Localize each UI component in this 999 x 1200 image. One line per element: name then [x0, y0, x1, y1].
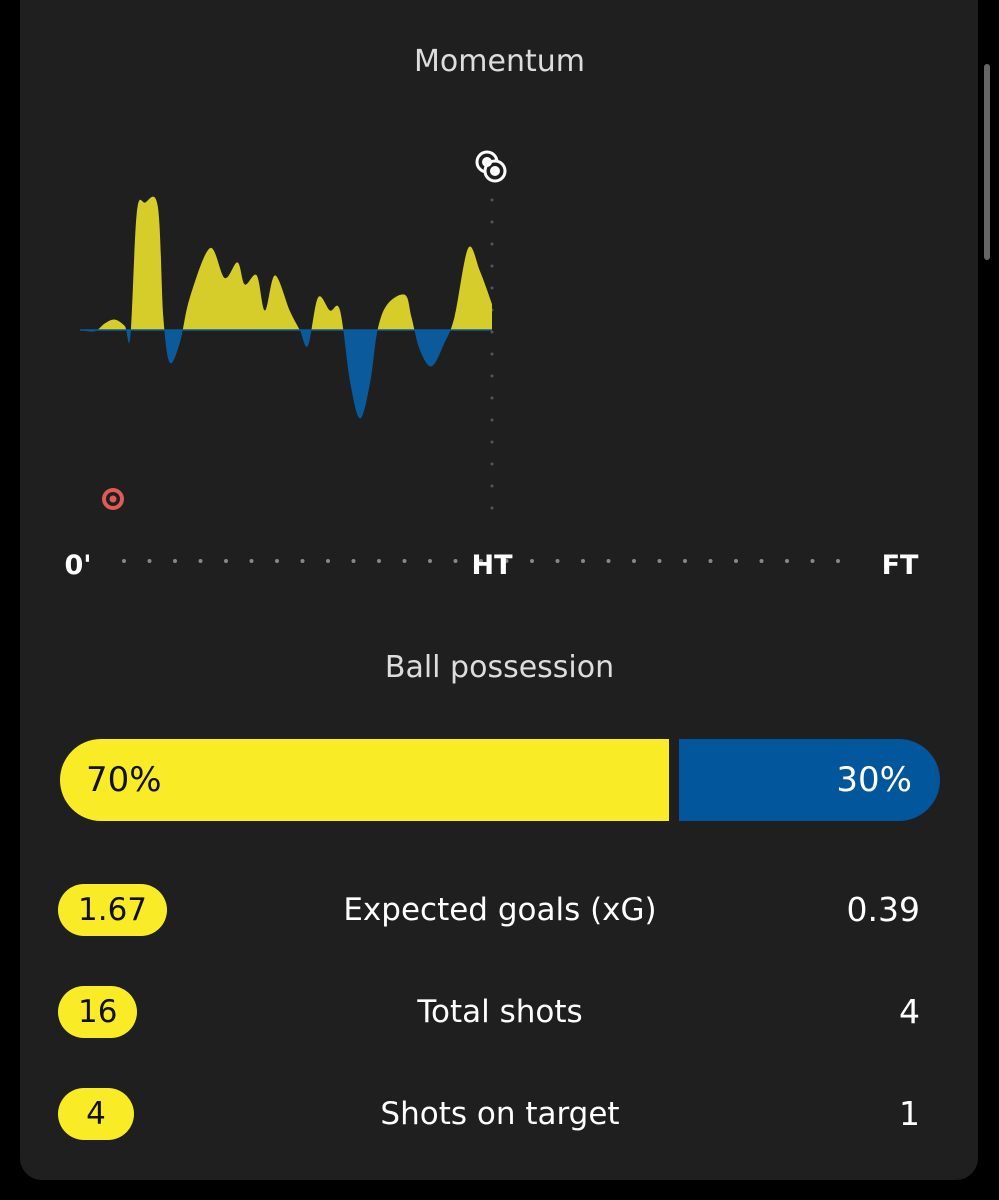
- goal-icon: [102, 488, 124, 510]
- possession-label: 30%: [836, 760, 912, 800]
- stat-home: 1.67: [58, 884, 168, 936]
- possession-title: Ball possession: [384, 650, 615, 685]
- stat-away: 1: [899, 1094, 920, 1133]
- timeline-label: 0': [64, 550, 91, 581]
- stat-label: Shots on target: [380, 1096, 620, 1132]
- timeline-label: HT: [471, 550, 513, 581]
- possession-bar: 70%: [60, 739, 669, 821]
- stat-home: 4: [58, 1088, 134, 1140]
- possession-bar: 30%: [679, 739, 940, 821]
- stat-away: 4: [899, 992, 920, 1031]
- goal-icon: [475, 150, 507, 183]
- possession-label: 70%: [86, 760, 162, 800]
- stat-away: 0.39: [846, 890, 920, 929]
- stat-label: Total shots: [417, 994, 583, 1030]
- timeline-label: FT: [882, 550, 919, 581]
- momentum-area: [80, 196, 492, 330]
- stat-label: Expected goals (xG): [343, 892, 657, 928]
- stat-row: 16 Total shots 4: [58, 986, 920, 1038]
- stat-home: 16: [58, 986, 138, 1038]
- card: [20, 0, 978, 1180]
- title: Momentum: [414, 44, 585, 79]
- scrollbar[interactable]: [984, 64, 990, 260]
- momentum-chart: 0' HT FT: [64, 150, 919, 581]
- stat-row: 4 Shots on target 1: [58, 1088, 920, 1140]
- stat-row: 1.67 Expected goals (xG) 0.39: [58, 884, 920, 936]
